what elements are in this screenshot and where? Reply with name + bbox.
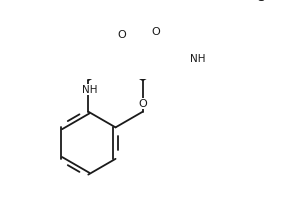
Text: O: O xyxy=(152,27,160,37)
Text: O: O xyxy=(138,99,147,109)
Text: NH: NH xyxy=(82,85,98,95)
Text: S: S xyxy=(257,0,264,4)
Text: NH: NH xyxy=(190,54,205,64)
Text: O: O xyxy=(117,30,126,40)
